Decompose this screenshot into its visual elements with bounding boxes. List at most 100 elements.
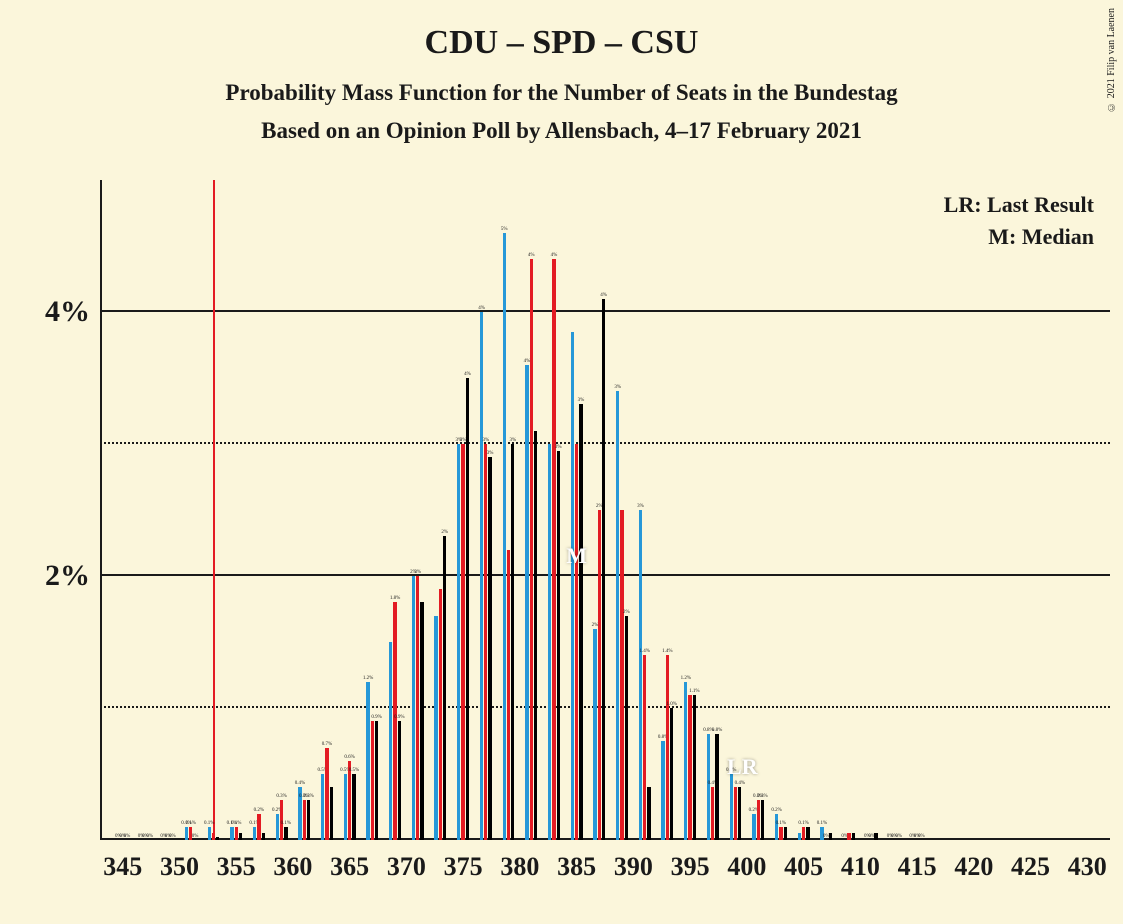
y-axis-tick-label: 4% [45,295,90,329]
x-axis-tick-label: 425 [1011,852,1050,882]
bar-group: 0.1%0.2% [253,814,265,840]
bar-value-label: 3% [509,438,516,443]
bar [330,787,333,840]
bar-value-label: 0.9% [394,715,404,720]
bar [262,833,265,840]
bar: 2% [412,576,415,840]
bar-group: 0.4%0.3%0.3% [298,787,310,840]
bar-group: 0.8%1.4%1.0% [661,655,673,840]
bar-group: 0.8%0.4%0.8% [707,734,719,840]
bar [371,721,374,840]
bar: 1.0% [670,708,673,840]
bar [784,827,787,840]
x-axis-tick-label: 420 [954,852,993,882]
bar-value-label: 0.3% [757,794,767,799]
x-axis-tick-label: 360 [273,852,312,882]
bar-value-label: 0.1% [817,821,827,826]
bar [688,695,691,840]
bar-group: 0.5%0.4% [730,774,742,840]
bar: 0.8% [707,734,710,840]
bar: 0.1% [779,827,782,840]
bar-group: 2% [434,536,446,840]
bar-group: 3%2% [616,391,628,840]
bar-value-label: 4% [528,253,535,258]
bar-group: 0.1%0% [820,827,832,840]
bar: 0.2% [276,814,279,840]
bar: 0.4% [738,787,741,840]
bar: 3% [579,404,582,840]
bar-value-label: 0.1% [798,821,808,826]
bar: 0.3% [761,800,764,840]
bar: 3% [639,510,642,840]
bar [647,787,650,840]
bar: 0.7% [325,748,328,840]
bar-group: 2%2% [412,576,424,840]
bar: 5% [503,233,506,840]
bar: 0.8% [715,734,718,840]
bar [620,510,623,840]
bar-value-label: 0% [124,834,131,839]
bar-group: 4%3% [548,259,560,840]
bar [239,833,242,840]
bar: 0.2% [257,814,260,840]
bar-value-label: 4% [600,293,607,298]
bar-group: 0.2%0.1% [775,814,787,840]
bar-value-label: 0.1% [281,821,291,826]
bar: 3% [484,444,487,840]
bar: 1.4% [666,655,669,840]
x-axis-tick-label: 405 [784,852,823,882]
bar-group: 0.5%0.6%0.5% [344,761,356,840]
x-axis-tick-label: 400 [727,852,766,882]
bar-group: 2%2%4% [593,299,605,840]
x-axis-tick-label: 415 [898,852,937,882]
bar-value-label: 0.3% [276,794,286,799]
copyright-text: © 2021 Filip van Laenen [1106,8,1117,112]
bar: 1.8% [393,602,396,840]
bar [852,833,855,840]
bar-value-label: 0.1% [204,821,214,826]
bar [806,827,809,840]
bar: 0.5% [344,774,347,840]
bar-group: 0.2%0.3%0.1% [276,800,288,840]
bar: 3% [457,444,460,840]
y-axis-tick-label: 2% [45,559,90,593]
bar: 2% [416,576,419,840]
bar-group: 4%4% [525,259,537,840]
x-axis-tick-label: 390 [614,852,653,882]
bar-group: 5%3% [503,233,515,840]
x-axis-tick-label: 380 [500,852,539,882]
x-axis-tick-label: 410 [841,852,880,882]
bar-group: 0.5%0.7% [321,748,333,840]
bar: 4% [530,259,533,840]
bar [534,431,537,840]
bar [571,332,574,840]
bar-group: 3%1.4% [639,510,651,840]
legend-item: M: Median [944,224,1094,250]
bar-group: 0%0% [866,833,878,840]
bar: 0.5% [352,774,355,840]
bar [216,837,219,840]
bar: 4% [480,312,483,840]
x-axis-tick-label: 345 [103,852,142,882]
legend-item: LR: Last Result [944,192,1094,218]
bar-value-label: 0% [192,834,199,839]
bar: 0.1% [208,827,211,840]
chart-subtitle-1: Probability Mass Function for the Number… [0,80,1123,106]
bar: 0.2% [775,814,778,840]
bar-value-label: 1.8% [390,596,400,601]
bar: 2% [625,616,628,840]
bar-value-label: 0% [169,834,176,839]
bar: 3% [461,444,464,840]
bar [798,833,801,840]
bar: 0.1% [185,827,188,840]
bar-value-label: 2% [623,610,630,615]
bar-value-label: 1.1% [689,689,699,694]
bar: 0.1% [253,827,256,840]
bar: 0.9% [375,721,378,840]
bar: 0.5% [321,774,324,840]
chart-plot-area: 2%4%0%0%0%0%0%0%0%0%0%0.1%0.1%0%0.1%0.1%… [100,180,1110,840]
x-axis-tick-label: 355 [217,852,256,882]
bar: 0.3% [303,800,306,840]
bar: 4% [552,259,555,840]
bar: 1.1% [693,695,696,840]
